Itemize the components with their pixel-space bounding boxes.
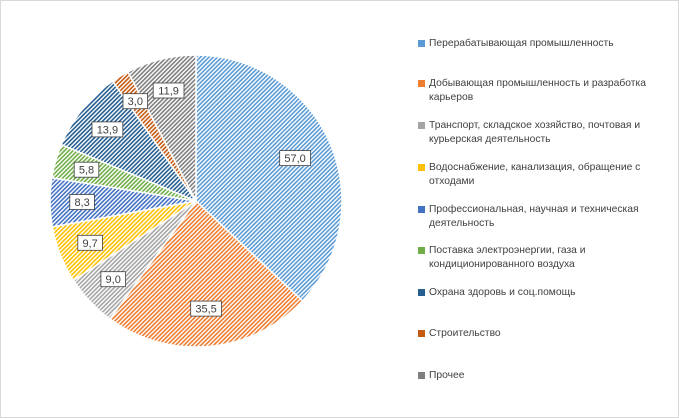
- legend-swatch: [418, 40, 425, 47]
- data-label-box: [91, 121, 124, 138]
- data-label-box: [100, 271, 126, 288]
- legend-label: Поставка электроэнергии, газа и кондицио…: [429, 245, 586, 270]
- legend-label: Водоснабжение, канализация, обращение с …: [429, 162, 641, 187]
- legend-label: Профессиональная, научная и техническая …: [429, 204, 639, 229]
- data-label-text: 11,9: [158, 86, 179, 98]
- legend-swatch: [418, 247, 425, 254]
- data-label-6: 13,9: [91, 121, 124, 138]
- data-label-text: 13,9: [97, 124, 118, 136]
- legend-swatch: [418, 206, 425, 213]
- legend-swatch: [418, 330, 425, 337]
- data-label-1: 35,5: [190, 300, 222, 317]
- legend-swatch: [418, 122, 425, 129]
- data-label-5: 5,8: [73, 161, 100, 178]
- pie-slice-1: [108, 199, 304, 348]
- data-label-text: 8,3: [74, 197, 89, 209]
- data-label-text: 9,7: [82, 238, 97, 250]
- data-label-box: [77, 234, 103, 251]
- data-label-box: [190, 300, 222, 317]
- pie-data-labels: 57,0 35,5 9,0 9,7 8,3 5,8 13,9 3,0 11,9: [69, 82, 311, 317]
- data-label-text: 5,8: [79, 165, 94, 177]
- legend-label: Охрана здоровь и соц.помощь: [429, 287, 576, 298]
- legend-swatch: [418, 289, 425, 296]
- data-label-text: 57,0: [284, 153, 305, 165]
- data-label-text: 35,5: [195, 304, 216, 316]
- legend-label: Прочее: [429, 370, 465, 381]
- pie-slice-6: [60, 80, 199, 203]
- data-label-3: 9,7: [77, 234, 103, 251]
- data-label-text: 9,0: [106, 274, 121, 286]
- data-label-2: 9,0: [100, 271, 126, 288]
- data-label-box: [122, 93, 149, 110]
- legend-swatch: [418, 164, 425, 171]
- legend-label: Транспорт, складское хозяйство, почтовая…: [429, 120, 641, 145]
- data-label-box: [152, 82, 185, 99]
- legend-label: Перерабатывающая промышленность: [429, 38, 614, 49]
- data-label-8: 11,9: [152, 82, 185, 99]
- data-label-box: [69, 194, 95, 210]
- pie-slice-0: [195, 54, 343, 302]
- data-label-4: 8,3: [69, 194, 95, 210]
- legend-swatch: [418, 372, 425, 379]
- legend-swatch: [418, 80, 425, 87]
- data-label-text: 3,0: [128, 96, 143, 108]
- data-label-0: 57,0: [279, 150, 311, 167]
- data-label-7: 3,0: [122, 93, 149, 110]
- legend-label: Строительство: [429, 328, 501, 339]
- data-label-box: [279, 150, 311, 167]
- legend-label: Добывающая промышленность и разработка к…: [429, 78, 646, 103]
- data-label-box: [73, 161, 100, 178]
